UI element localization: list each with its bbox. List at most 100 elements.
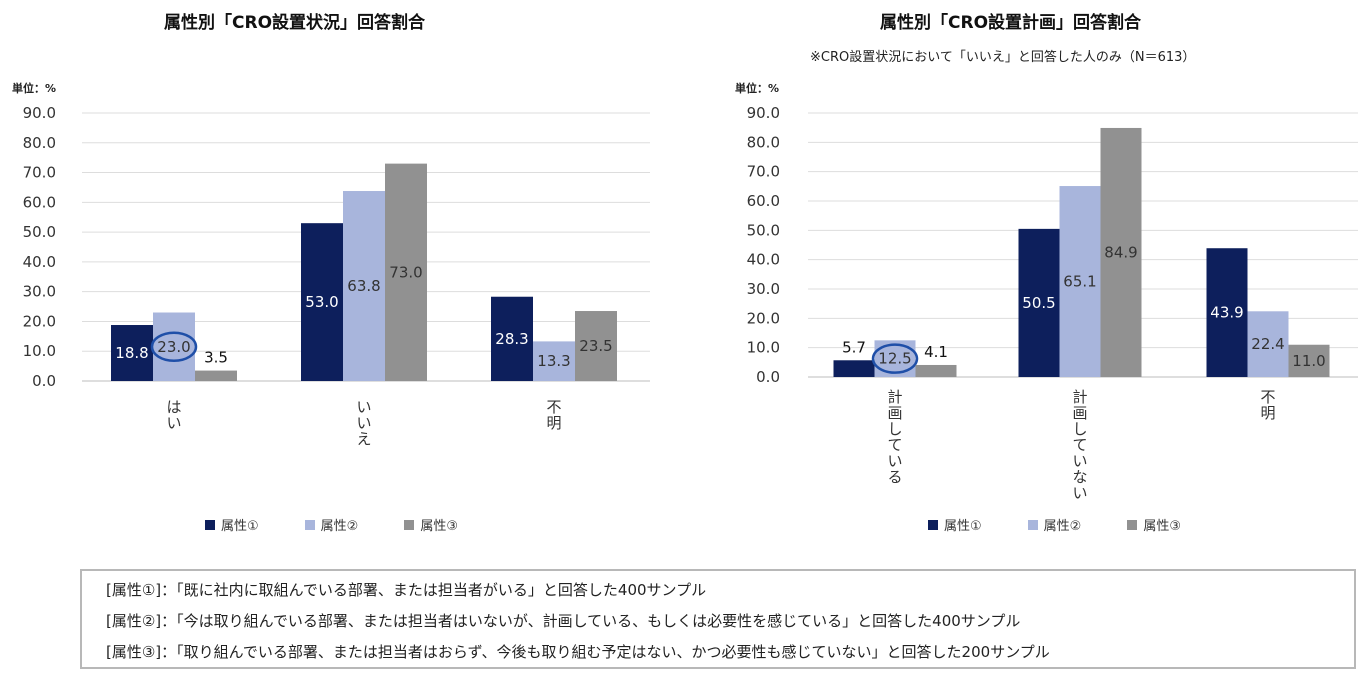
legend-item: 属性③ [1127, 515, 1181, 534]
legend-item: 属性① [928, 515, 982, 534]
legend-label: 属性① [944, 519, 982, 534]
y-tick-label: 80.0 [23, 134, 56, 152]
highlight-circle [871, 343, 919, 374]
data-label: 23.0 [157, 338, 190, 356]
y-tick-label: 70.0 [747, 163, 780, 181]
note-line: [属性③]：「取り組んでいる部署、または担当者はおらず、今後も取り組む予定はない… [106, 643, 1050, 661]
legend: 属性① 属性② 属性③ [205, 515, 458, 534]
y-tick-label: 90.0 [23, 104, 56, 122]
data-label: 84.9 [1104, 243, 1137, 261]
legend-item: 属性③ [404, 515, 458, 534]
y-tick-label: 50.0 [23, 223, 56, 241]
bar [153, 312, 195, 381]
bar-chart-svg: 0.0 10.0 20.0 30.0 40.0 50.0 60.0 70.0 80.0 90.0 1… [23, 104, 650, 448]
x-category-label: い [1072, 484, 1087, 502]
x-category-label: な [1072, 468, 1087, 486]
legend-item: 属性② [304, 515, 359, 534]
chart-title: 属性別「CRO設置計画」回答割合 [880, 13, 1142, 33]
y-tick-label: 0.0 [32, 372, 56, 390]
x-category-label: 画 [1072, 404, 1087, 422]
bar [1247, 311, 1289, 377]
data-label: 63.8 [347, 277, 380, 295]
data-label: 3.5 [204, 349, 228, 367]
bar [1018, 228, 1060, 377]
bar [343, 191, 385, 381]
bar [111, 325, 153, 381]
x-category-label: い [1072, 452, 1087, 470]
x-category-label: 明 [546, 414, 561, 432]
x-category-label: 計 [1072, 388, 1087, 406]
data-label: 43.9 [1210, 304, 1243, 322]
legend-swatch [304, 519, 315, 530]
y-tick-label: 10.0 [747, 339, 780, 357]
y-tick-label: 70.0 [23, 164, 56, 182]
x-category-label: 不 [1260, 388, 1275, 406]
y-tick-label: 20.0 [23, 312, 56, 330]
data-label: 13.3 [537, 352, 570, 370]
legend-swatch [1127, 519, 1138, 530]
bar [301, 223, 343, 381]
legend-label: 属性② [320, 519, 359, 534]
bar [1100, 127, 1142, 378]
x-category-label: い [166, 414, 181, 432]
y-tick-label: 30.0 [23, 283, 56, 301]
data-label: 50.5 [1022, 294, 1055, 312]
bar [491, 296, 533, 381]
highlight-circle [150, 331, 198, 363]
legend-item: 属性① [205, 515, 259, 534]
x-category-label: し [887, 420, 902, 438]
legend-item: 属性② [1027, 515, 1082, 534]
bar-chart-svg: 0.0 10.0 20.0 30.0 40.0 50.0 60.0 70.0 80.0 90.0 5… [747, 104, 1358, 502]
x-category-label: い [356, 398, 371, 416]
x-category-label: し [1072, 420, 1087, 438]
x-category-label: い [356, 414, 371, 432]
x-category-label: る [887, 468, 902, 486]
legend-swatch [205, 519, 215, 530]
y-tick-label: 10.0 [23, 342, 56, 360]
data-label: 4.1 [924, 343, 948, 361]
bar [1288, 344, 1330, 377]
y-tick-label: 50.0 [747, 221, 780, 239]
data-label: 11.0 [1292, 352, 1325, 370]
legend-swatch [928, 519, 938, 530]
y-tick-label: 40.0 [747, 251, 780, 269]
y-tick-label: 40.0 [23, 253, 56, 271]
chart-subtitle: ※CRO設置状況において「いいえ」と回答した人のみ（N＝613） [810, 50, 1196, 65]
y-tick-label: 80.0 [747, 133, 780, 151]
x-category-label: 画 [887, 404, 902, 422]
bar [1206, 248, 1248, 377]
x-category-label: 不 [546, 398, 561, 416]
legend-label: 属性① [221, 519, 259, 534]
y-tick-label: 60.0 [747, 192, 780, 210]
bar [533, 341, 575, 381]
bar [195, 370, 237, 381]
bar [1059, 186, 1101, 377]
bar [915, 364, 957, 377]
x-category-label: い [887, 452, 902, 470]
data-label: 65.1 [1063, 273, 1096, 291]
y-tick-label: 0.0 [756, 368, 780, 386]
data-label: 28.3 [495, 330, 528, 348]
data-label: 5.7 [842, 338, 866, 356]
legend-swatch [404, 519, 415, 530]
bar [385, 163, 427, 381]
legend-label: 属性③ [1143, 519, 1181, 534]
y-tick-label: 60.0 [23, 193, 56, 211]
y-tick-label: 20.0 [747, 309, 780, 327]
legend-label: 属性② [1043, 519, 1082, 534]
chart-left: 属性別「CRO設置状況」回答割合 単位：% 0.0 10.0 20.0 30.0 40.… [0, 0, 680, 560]
data-label: 12.5 [878, 350, 911, 368]
chart-right: 属性別「CRO設置計画」回答割合 ※CRO設置状況において「いいえ」と回答した人… [680, 0, 1360, 560]
x-category-label: 明 [1260, 404, 1275, 422]
unit-label: 単位：% [735, 82, 780, 95]
unit-label: 単位：% [12, 82, 57, 95]
data-label: 53.0 [305, 293, 338, 311]
y-tick-label: 30.0 [747, 280, 780, 298]
data-label: 23.5 [579, 337, 612, 355]
x-category-label: え [356, 430, 371, 448]
data-label: 22.4 [1251, 335, 1284, 353]
note-line: [属性②]：「今は取り組んでいる部署、または担当者はいないが、計画している、もし… [106, 612, 1021, 630]
chart-title: 属性別「CRO設置状況」回答割合 [164, 13, 426, 33]
bar [833, 360, 875, 377]
data-label: 18.8 [115, 344, 148, 362]
